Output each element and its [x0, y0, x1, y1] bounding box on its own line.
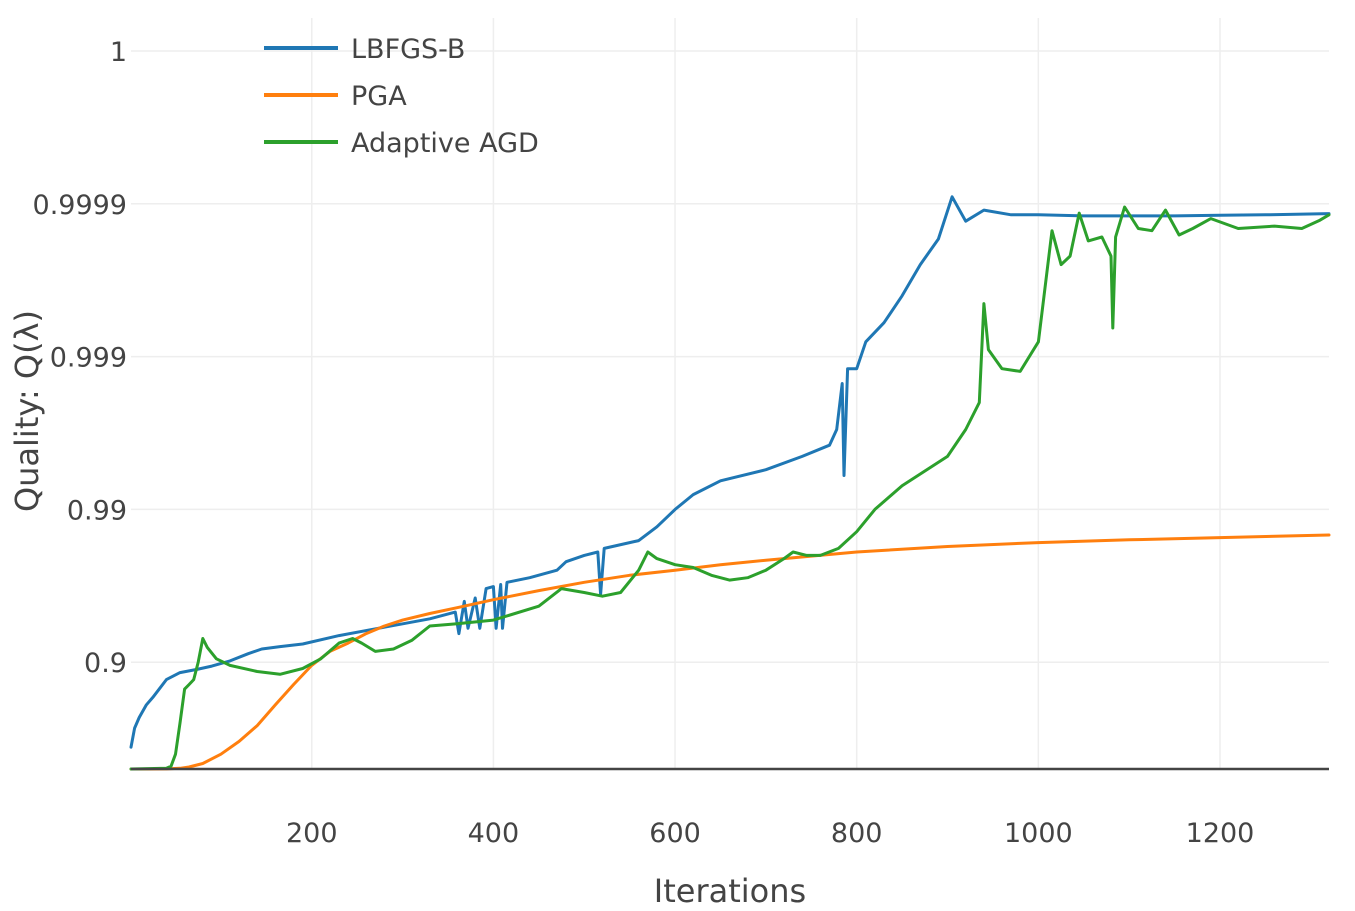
legend: LBFGS-B PGA Adaptive AGD	[264, 34, 539, 159]
x-tick-label: 1200	[1186, 818, 1255, 849]
legend-label: PGA	[351, 81, 407, 112]
x-tick-label: 600	[649, 818, 701, 849]
x-tick-label: 400	[468, 818, 520, 849]
series-line-3	[129, 205, 1331, 771]
y-tick-label: 0.9	[84, 648, 127, 679]
y-tick-label: 0.9999	[33, 190, 127, 221]
series-line-2	[129, 533, 1331, 771]
y-tick-label: 1	[110, 37, 127, 68]
grid-lines	[131, 18, 1329, 769]
x-axis-ticks: 200 400 600 800 1000 1200	[286, 818, 1254, 849]
legend-label: Adaptive AGD	[351, 128, 539, 159]
x-tick-label: 800	[831, 818, 883, 849]
x-tick-label: 200	[286, 818, 338, 849]
x-axis-title: Iterations	[654, 872, 806, 910]
legend-label: LBFGS-B	[351, 34, 465, 65]
y-tick-label: 0.99	[67, 495, 127, 526]
series-layer	[129, 195, 1331, 771]
y-tick-label: 0.999	[50, 343, 127, 374]
series-line-1	[129, 195, 1331, 749]
y-axis-ticks: 0.9 0.99 0.999 0.9999 1	[33, 37, 127, 679]
x-tick-label: 1000	[1004, 818, 1073, 849]
y-axis-title: Quality: Q(λ)	[8, 310, 46, 512]
